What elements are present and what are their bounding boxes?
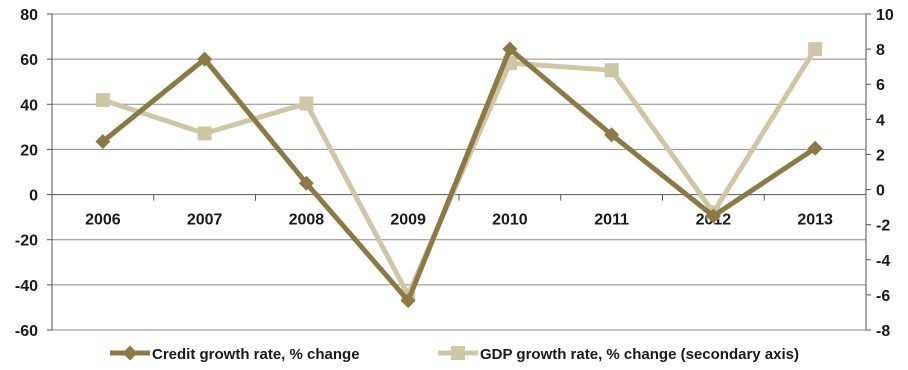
legend-item: GDP growth rate, % change (secondary axi… bbox=[438, 346, 799, 363]
category-label: 2007 bbox=[187, 212, 223, 229]
left-axis: 80 60 40 20 0 -20 -40 -60 bbox=[15, 7, 52, 340]
right-tick-label: 4 bbox=[876, 112, 885, 129]
category-label: 2011 bbox=[594, 212, 629, 229]
legend-marker bbox=[122, 345, 138, 361]
left-tick-label: 0 bbox=[29, 188, 38, 205]
category-label: 2013 bbox=[797, 212, 833, 229]
left-tick-label: -60 bbox=[15, 323, 38, 340]
right-tick-label: 6 bbox=[876, 77, 885, 94]
right-tick-label: 10 bbox=[876, 7, 894, 24]
series-layer bbox=[95, 41, 823, 309]
data-point bbox=[299, 96, 314, 111]
left-tick-label: 60 bbox=[20, 52, 38, 69]
data-point bbox=[95, 134, 111, 150]
right-tick-label: 2 bbox=[876, 147, 885, 164]
left-tick-label: 40 bbox=[20, 97, 38, 114]
legend: Credit growth rate, % change GDP growth r… bbox=[110, 345, 799, 363]
right-tick-label: 0 bbox=[876, 183, 885, 200]
left-tick-label: -20 bbox=[15, 233, 38, 250]
data-point bbox=[705, 208, 721, 224]
category-label: 2009 bbox=[390, 212, 426, 229]
data-point bbox=[808, 42, 823, 57]
series-line bbox=[100, 46, 818, 304]
data-point bbox=[400, 293, 416, 309]
category-label: 2010 bbox=[492, 212, 528, 229]
left-tick-label: 80 bbox=[20, 7, 38, 24]
category-label: 2008 bbox=[289, 212, 325, 229]
data-point bbox=[604, 127, 620, 143]
legend-label: Credit growth rate, % change bbox=[152, 346, 360, 363]
left-tick-label: -40 bbox=[15, 278, 38, 295]
right-tick-label: -4 bbox=[876, 253, 890, 270]
legend-item: Credit growth rate, % change bbox=[110, 345, 360, 363]
data-point bbox=[502, 41, 518, 57]
data-point bbox=[807, 140, 823, 156]
data-point bbox=[298, 175, 314, 191]
data-point bbox=[604, 63, 619, 78]
category-labels: 20062007200820092010201120122013 bbox=[51, 194, 867, 229]
data-point bbox=[95, 93, 110, 108]
right-tick-label: 8 bbox=[876, 42, 885, 59]
left-tick-label: 20 bbox=[20, 142, 38, 159]
right-tick-label: -8 bbox=[876, 323, 890, 340]
plot-frame bbox=[51, 14, 867, 330]
right-axis: 10 8 6 4 2 0 -2 -4 -6 -8 bbox=[866, 7, 894, 340]
series-credit-growth bbox=[95, 41, 823, 309]
legend-marker bbox=[451, 346, 465, 360]
data-point bbox=[197, 126, 212, 141]
right-tick-label: -6 bbox=[876, 288, 890, 305]
data-point bbox=[197, 51, 213, 67]
legend-label: GDP growth rate, % change (secondary axi… bbox=[480, 346, 799, 363]
category-label: 2006 bbox=[85, 212, 121, 229]
right-tick-label: -2 bbox=[876, 218, 890, 235]
